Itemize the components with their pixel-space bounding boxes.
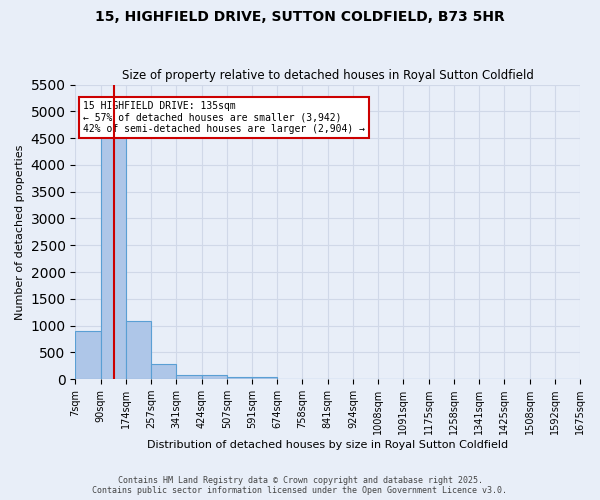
- Text: Contains HM Land Registry data © Crown copyright and database right 2025.
Contai: Contains HM Land Registry data © Crown c…: [92, 476, 508, 495]
- Bar: [176, 375, 202, 379]
- Bar: [227, 376, 252, 379]
- Y-axis label: Number of detached properties: Number of detached properties: [15, 144, 25, 320]
- Bar: [151, 364, 176, 379]
- Text: 15 HIGHFIELD DRIVE: 135sqm
← 57% of detached houses are smaller (3,942)
42% of s: 15 HIGHFIELD DRIVE: 135sqm ← 57% of deta…: [83, 100, 365, 134]
- Bar: [252, 377, 277, 379]
- Text: 15, HIGHFIELD DRIVE, SUTTON COLDFIELD, B73 5HR: 15, HIGHFIELD DRIVE, SUTTON COLDFIELD, B…: [95, 10, 505, 24]
- Title: Size of property relative to detached houses in Royal Sutton Coldfield: Size of property relative to detached ho…: [122, 69, 533, 82]
- X-axis label: Distribution of detached houses by size in Royal Sutton Coldfield: Distribution of detached houses by size …: [147, 440, 508, 450]
- Bar: [126, 322, 151, 379]
- Bar: [76, 331, 101, 379]
- Bar: [101, 136, 126, 379]
- Bar: [202, 376, 227, 379]
